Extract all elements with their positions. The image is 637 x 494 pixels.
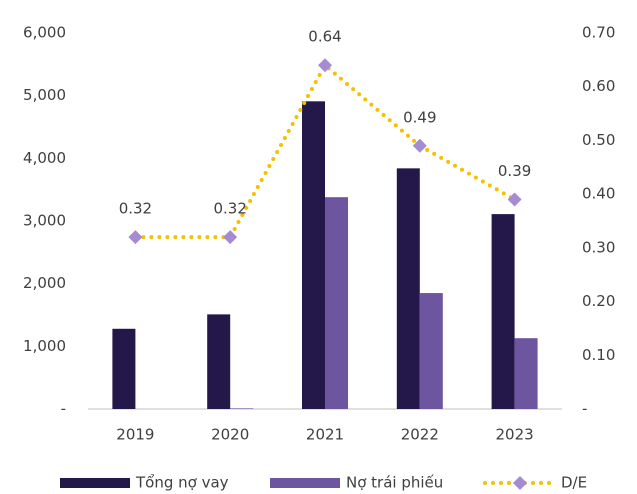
bar (325, 197, 348, 409)
data-label: 0.49 (403, 108, 436, 126)
marker (128, 230, 143, 245)
legend-swatch (270, 478, 340, 488)
y2-tick-label: - (582, 400, 587, 418)
y2-tick-label: 0.20 (582, 292, 615, 310)
x-tick-label: 2022 (401, 426, 439, 444)
data-label: 0.32 (213, 200, 246, 218)
legend-swatch (60, 478, 130, 488)
data-label: 0.32 (119, 200, 152, 218)
y-tick-label: 5,000 (23, 86, 66, 104)
marker (507, 192, 522, 207)
bar (112, 328, 136, 409)
legend-label: D/E (561, 474, 587, 492)
y-tick-label: 4,000 (23, 149, 66, 167)
marker (318, 58, 332, 73)
y-tick-label: 3,000 (23, 212, 66, 230)
bar (396, 168, 420, 409)
y-tick-label: - (61, 400, 66, 418)
bar (491, 214, 515, 409)
y2-tick-label: 0.30 (582, 238, 615, 256)
data-label: 0.39 (498, 162, 531, 180)
y2-tick-label: 0.60 (582, 77, 615, 95)
y2-tick-label: 0.70 (582, 24, 615, 42)
x-tick-label: 2023 (496, 426, 534, 444)
x-tick-label: 2019 (116, 426, 154, 444)
bar (207, 314, 231, 409)
bar (514, 338, 538, 409)
bar (302, 101, 325, 409)
marker (412, 138, 427, 153)
y-tick-label: 1,000 (23, 337, 66, 355)
y-tick-label: 2,000 (23, 274, 66, 292)
legend-marker (513, 476, 527, 490)
bar (419, 293, 443, 409)
legend-label: Tổng nợ vay (135, 474, 229, 492)
data-label: 0.64 (308, 28, 341, 46)
line (133, 62, 517, 240)
x-tick-label: 2020 (211, 426, 249, 444)
legend-label: Nợ trái phiếu (346, 474, 443, 492)
marker (223, 230, 238, 245)
y-tick-label: 6,000 (23, 24, 66, 42)
y2-tick-label: 0.50 (582, 131, 615, 149)
x-tick-label: 2021 (306, 426, 344, 444)
y2-tick-label: 0.10 (582, 346, 615, 364)
y2-tick-label: 0.40 (582, 185, 615, 203)
bar (230, 408, 254, 409)
